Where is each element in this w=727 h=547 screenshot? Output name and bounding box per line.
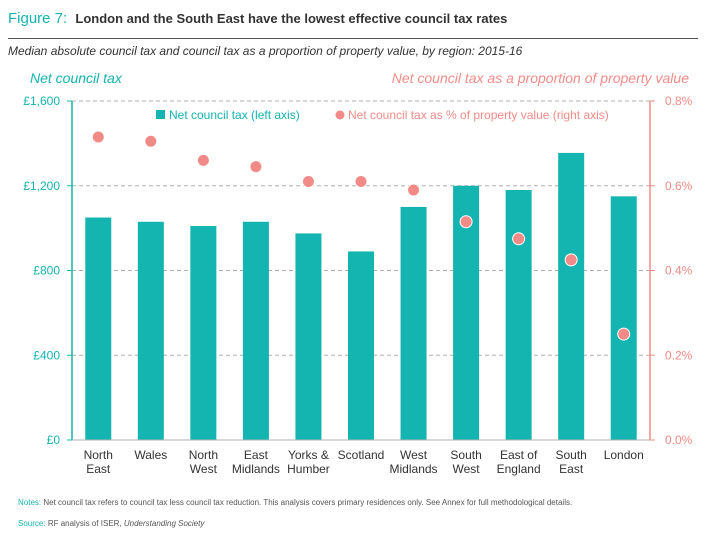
- data-point: [249, 160, 263, 174]
- legend-label-dot: Net council tax as % of property value (…: [348, 108, 609, 122]
- category-label-line: Wales: [134, 448, 167, 462]
- figure-subtitle: Median absolute council tax and council …: [8, 44, 523, 58]
- category-label-line: North: [189, 448, 218, 462]
- category-label: South East: [556, 448, 587, 476]
- category-label-line: East: [244, 448, 269, 462]
- category-label-line: Scotland: [338, 448, 385, 462]
- legend-label-bar: Net council tax (left axis): [169, 108, 300, 122]
- category-label-line: West: [453, 462, 481, 476]
- category-label-line: East of: [500, 448, 538, 462]
- category-label-line: Midlands: [390, 462, 438, 476]
- bar: [505, 189, 532, 440]
- data-point: [91, 130, 105, 144]
- data-point: [196, 153, 210, 167]
- title-divider: [8, 38, 698, 39]
- bar: [348, 251, 374, 440]
- category-label: West Midlands: [390, 448, 438, 476]
- data-point: [301, 175, 315, 189]
- category-label-line: South: [450, 448, 481, 462]
- category-label-line: West: [400, 448, 428, 462]
- bar: [190, 226, 217, 440]
- bar: [137, 221, 164, 440]
- category-label-line: North: [84, 448, 113, 462]
- data-point: [512, 232, 526, 246]
- notes-text: Net council tax refers to council tax le…: [43, 498, 573, 507]
- bar: [242, 221, 269, 440]
- category-label-line: South: [556, 448, 587, 462]
- category-label: South West: [450, 448, 481, 476]
- source-italic: Understanding Society: [123, 519, 205, 528]
- left-axis-title: Net council tax: [30, 70, 122, 86]
- left-tick-label: £1,600: [23, 94, 60, 108]
- right-tick-label: 0.2%: [665, 348, 693, 362]
- category-label-line: Yorks &: [288, 448, 329, 462]
- category-label: East of England: [497, 448, 541, 476]
- category-label: East Midlands: [232, 448, 280, 476]
- source-label: Source:: [18, 519, 46, 528]
- category-label-line: Humber: [287, 462, 330, 476]
- left-tick-label: £1,200: [23, 179, 60, 193]
- data-point: [144, 134, 158, 148]
- left-tick-label: £800: [33, 264, 60, 278]
- data-point: [407, 183, 421, 197]
- right-tick-label: 0.8%: [665, 94, 693, 108]
- figure-heading: London and the South East have the lowes…: [75, 11, 508, 26]
- data-point: [564, 253, 578, 267]
- figure-title: Figure 7: London and the South East have…: [8, 10, 507, 27]
- category-label: North West: [189, 448, 218, 476]
- data-point: [354, 175, 368, 189]
- category-label: Yorks & Humber: [287, 448, 330, 476]
- category-label-line: London: [604, 448, 644, 462]
- data-point: [617, 327, 631, 341]
- category-label-line: Midlands: [232, 462, 280, 476]
- right-tick-label: 0.0%: [665, 433, 693, 447]
- bar: [295, 233, 322, 440]
- legend-swatch-bar: [156, 110, 165, 119]
- bar: [610, 196, 637, 440]
- category-label-line: East: [86, 462, 111, 476]
- category-label: Scotland: [338, 448, 385, 462]
- source: Source: RF analysis of ISER, Understandi…: [18, 519, 204, 528]
- right-tick-label: 0.4%: [665, 264, 693, 278]
- category-label: North East: [84, 448, 113, 476]
- data-point: [459, 215, 473, 229]
- right-tick-label: 0.6%: [665, 179, 693, 193]
- legend-swatch-dot: [335, 110, 345, 120]
- source-text: RF analysis of ISER,: [47, 519, 122, 528]
- category-label: Wales: [134, 448, 167, 462]
- notes: Notes: Net council tax refers to council…: [18, 498, 572, 507]
- category-label-line: East: [559, 462, 584, 476]
- category-label-line: England: [497, 462, 541, 476]
- bar: [85, 217, 112, 440]
- left-tick-label: £400: [33, 348, 60, 362]
- category-label-line: West: [190, 462, 218, 476]
- left-tick-label: £0: [47, 433, 61, 447]
- right-axis-title: Net council tax as a proportion of prope…: [391, 70, 689, 86]
- figure-number: Figure 7:: [8, 10, 68, 27]
- category-label: London: [604, 448, 644, 462]
- bar: [558, 152, 585, 441]
- bar: [400, 206, 427, 440]
- notes-label: Notes:: [18, 498, 42, 507]
